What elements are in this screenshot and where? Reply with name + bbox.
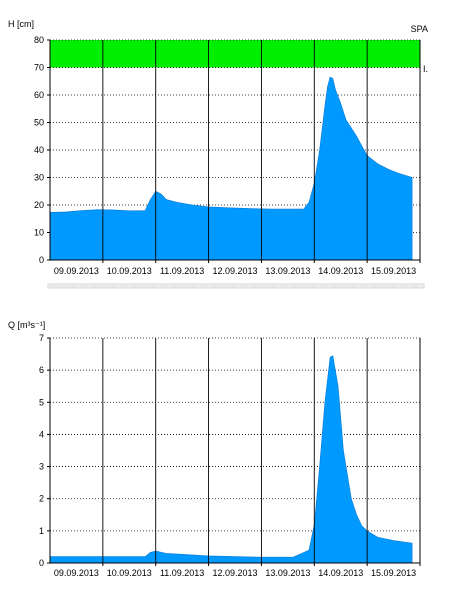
- x-tick-label: 14.09.2013: [318, 568, 363, 578]
- y-tick-label: 20: [34, 200, 44, 210]
- day-gridlines: [102, 40, 368, 260]
- y-tick-label: 2: [39, 494, 44, 504]
- x-tick-label: 15.09.2013: [371, 266, 416, 276]
- timeline-scrollbar[interactable]: [47, 283, 425, 289]
- x-tick-label: 15.09.2013: [371, 568, 416, 578]
- y-tick-label: 6: [39, 365, 44, 375]
- x-tick-label: 12.09.2013: [212, 266, 257, 276]
- x-tick-label: 14.09.2013: [318, 266, 363, 276]
- x-tick-labels: 09.09.2013 10.09.2013 11.09.2013 12.09.2013…: [54, 563, 421, 578]
- x-tick-label: 09.09.2013: [54, 568, 99, 578]
- y-tick-label: 5: [39, 397, 44, 407]
- x-tick-label: 11.09.2013: [160, 266, 204, 276]
- alert-band: [50, 40, 420, 68]
- y-tick-label: 7: [39, 333, 44, 343]
- y-tick-labels: 0 1 2 3 4 5 6 7: [39, 333, 50, 568]
- y-tick-label: 10: [34, 228, 44, 238]
- x-tick-labels: 09.09.2013 10.09.2013 11.09.2013 12.09.2013…: [54, 260, 421, 276]
- day-gridlines: [102, 338, 368, 563]
- y-tick-label: 80: [34, 35, 44, 45]
- alert-band-label: I.: [423, 64, 428, 74]
- x-tick-label: 12.09.2013: [212, 568, 257, 578]
- y-tick-label: 50: [34, 118, 44, 128]
- x-tick-label: 13.09.2013: [265, 568, 310, 578]
- x-tick-label: 09.09.2013: [54, 266, 99, 276]
- y-tick-label: 3: [39, 462, 44, 472]
- y-tick-label: 30: [34, 173, 44, 183]
- y-tick-label: 40: [34, 145, 44, 155]
- y-axis-title: Q [m³s⁻¹]: [8, 320, 45, 330]
- y-tick-label: 1: [39, 526, 44, 536]
- y-axis-title: H [cm]: [8, 19, 34, 29]
- discharge-panel: 0 1 2 3 4 5 6 7 09.09.2013 10.09.2013 11.09.2013 1…: [8, 320, 421, 578]
- x-tick-label: 10.09.2013: [107, 568, 152, 578]
- x-tick-label: 10.09.2013: [107, 266, 152, 276]
- y-tick-label: 4: [39, 429, 44, 439]
- station-label: SPA: [411, 24, 428, 34]
- x-tick-label: 13.09.2013: [265, 266, 310, 276]
- x-tick-label: 11.09.2013: [160, 568, 204, 578]
- y-tick-label: 0: [39, 558, 44, 568]
- water-level-panel: 0 10 20 30 40 50 60 70 80 09.09.2013 10.09.2013 11…: [8, 19, 428, 276]
- y-tick-label: 70: [34, 63, 44, 73]
- y-tick-label: 60: [34, 90, 44, 100]
- y-tick-labels: 0 10 20 30 40 50 60 70 80: [34, 35, 50, 265]
- y-tick-label: 0: [39, 255, 44, 265]
